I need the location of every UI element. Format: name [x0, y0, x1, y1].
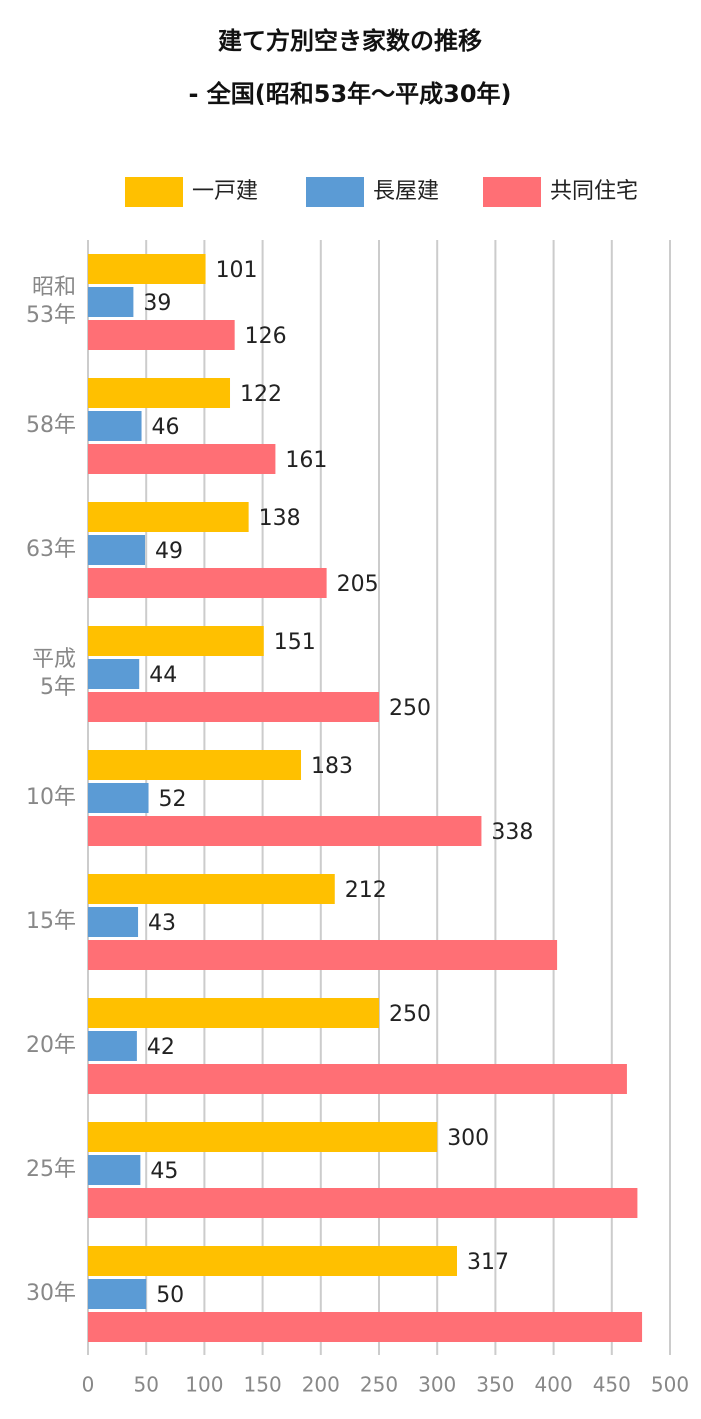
- data-label: 39: [143, 291, 171, 316]
- bar: [88, 254, 206, 284]
- bar: [88, 1064, 627, 1094]
- bar: [88, 874, 335, 904]
- data-label: 42: [147, 1035, 175, 1060]
- x-tick-label: 200: [302, 1373, 340, 1397]
- bar: [88, 1122, 438, 1152]
- bar: [88, 692, 379, 722]
- data-label: 212: [345, 878, 387, 903]
- bar: [88, 1155, 141, 1185]
- data-label: 138: [259, 506, 301, 531]
- bar: [88, 378, 231, 408]
- bar: [88, 1246, 457, 1276]
- bar: [88, 568, 327, 598]
- x-tick-label: 0: [82, 1373, 95, 1397]
- bar: [88, 444, 276, 474]
- x-tick-label: 500: [651, 1373, 689, 1397]
- data-label: 183: [311, 754, 353, 779]
- x-tick-label: 300: [418, 1373, 456, 1397]
- legend-label: 共同住宅: [550, 179, 638, 204]
- legend-swatch: [306, 177, 364, 207]
- bar: [88, 287, 134, 317]
- legend-label: 長屋建: [373, 179, 439, 204]
- y-tick-label: 30年: [26, 1281, 76, 1306]
- bar: [88, 502, 249, 532]
- x-tick-label: 450: [593, 1373, 631, 1397]
- x-tick-label: 50: [133, 1373, 158, 1397]
- y-tick-label: 昭和 53年: [26, 275, 76, 328]
- x-tick-label: 350: [476, 1373, 514, 1397]
- data-label: 300: [447, 1126, 489, 1151]
- bar: [88, 750, 302, 780]
- x-tick-label: 100: [185, 1373, 223, 1397]
- y-tick-label: 20年: [26, 1033, 76, 1058]
- bar: [88, 1031, 137, 1061]
- legend-swatch: [483, 177, 541, 207]
- x-tick-label: 400: [535, 1373, 573, 1397]
- bar: [88, 940, 558, 970]
- y-tick-label: 平成 5年: [32, 647, 76, 700]
- data-label: 43: [148, 911, 176, 936]
- data-label: 101: [216, 258, 258, 283]
- bar: [88, 626, 264, 656]
- data-label: 205: [337, 572, 379, 597]
- bar: [88, 998, 379, 1028]
- y-tick-label: 10年: [26, 785, 76, 810]
- data-label: 52: [159, 787, 187, 812]
- data-label: 151: [274, 630, 316, 655]
- bar: [88, 320, 235, 350]
- y-tick-label: 58年: [26, 413, 76, 438]
- data-label: 122: [240, 382, 282, 407]
- data-label: 45: [150, 1159, 178, 1184]
- bar: [88, 1188, 638, 1218]
- bar: [88, 816, 482, 846]
- bar: [88, 1312, 643, 1342]
- data-label: 126: [245, 324, 287, 349]
- legend-label: 一戸建: [192, 179, 258, 204]
- x-tick-label: 250: [360, 1373, 398, 1397]
- bar: [88, 535, 146, 565]
- y-tick-label: 15年: [26, 909, 76, 934]
- data-label: 338: [491, 820, 533, 845]
- bar: [88, 1279, 147, 1309]
- legend-swatch: [125, 177, 183, 207]
- chart-title: 建て方別空き家数の推移: [218, 27, 482, 55]
- data-label: 317: [467, 1250, 509, 1275]
- bar: [88, 783, 149, 813]
- data-label: 161: [285, 448, 327, 473]
- bar: [88, 907, 139, 937]
- bar: [88, 659, 140, 689]
- chart-subtitle: - 全国(昭和53年～平成30年): [188, 80, 511, 108]
- data-label: 46: [152, 415, 180, 440]
- y-tick-label: 63年: [26, 537, 76, 562]
- y-tick-label: 25年: [26, 1157, 76, 1182]
- data-label: 44: [149, 663, 177, 688]
- data-label: 49: [155, 539, 183, 564]
- bar: [88, 411, 142, 441]
- data-label: 50: [156, 1283, 184, 1308]
- x-tick-label: 150: [244, 1373, 282, 1397]
- data-label: 250: [389, 1002, 431, 1027]
- data-label: 250: [389, 696, 431, 721]
